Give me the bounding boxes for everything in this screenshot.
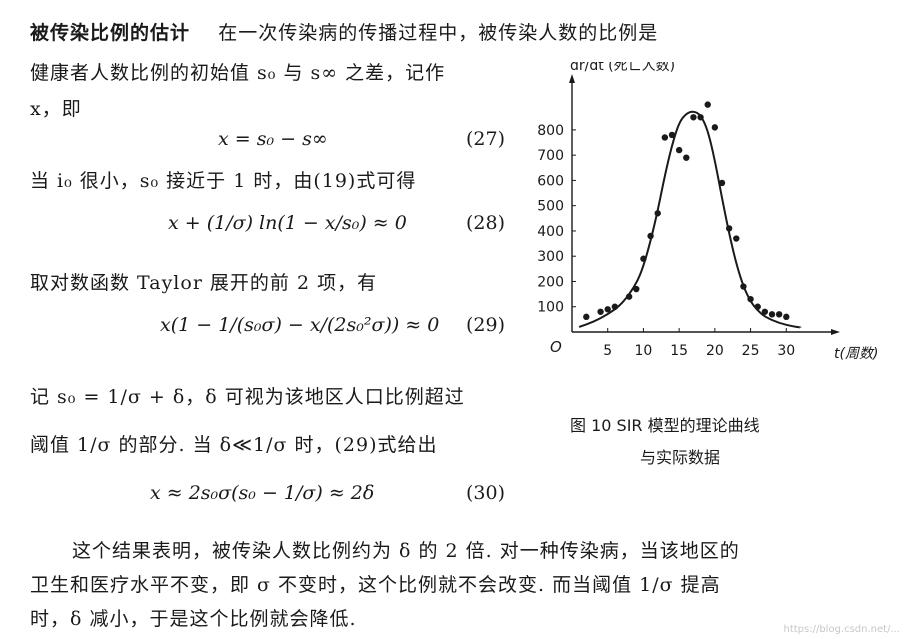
y-tick-label-500: 500 xyxy=(537,199,564,215)
sir-chart: 100 200 300 400 500 600 700 800 5 10 15 20 25 30 Odr/d… xyxy=(537,62,878,362)
data-point-1 xyxy=(597,308,604,315)
equation-27-number: (27) xyxy=(466,128,506,150)
section-title: 被传染比例的估计 xyxy=(30,22,191,44)
data-point-2 xyxy=(604,306,611,313)
y-tick-label-300: 300 xyxy=(537,249,564,265)
equation-28-number: (28) xyxy=(466,212,506,234)
data-point-14 xyxy=(697,114,704,121)
text-when-i0-small: 当 i₀ 很小，s₀ 接近于 1 时，由(19)式可得 xyxy=(30,170,417,192)
intro-line-1-text: 在一次传染病的传播过程中，被传染人数的比例是 xyxy=(218,22,659,44)
equation-30: x ≈ 2s₀σ(s₀ − 1/σ) ≈ 2δ xyxy=(150,482,375,504)
conclusion-line-3: 时，δ 减小，于是这个比例就会降低. xyxy=(30,608,357,630)
data-point-25 xyxy=(775,311,783,318)
data-point-17 xyxy=(718,179,726,187)
data-point-6 xyxy=(640,255,647,262)
data-point-11 xyxy=(675,146,683,154)
chart-axes xyxy=(569,74,840,335)
text-define-s0: 记 s₀ = 1/σ + δ，δ 可视为该地区人口比例超过 xyxy=(30,386,465,408)
data-point-4 xyxy=(625,293,633,300)
data-point-5 xyxy=(633,285,640,293)
y-tick-label-400: 400 xyxy=(537,224,564,240)
data-point-18 xyxy=(725,225,733,232)
data-point-19 xyxy=(733,235,740,242)
data-point-20 xyxy=(740,283,747,290)
y-tick-label-200: 200 xyxy=(537,274,564,290)
equation-29-number: (29) xyxy=(466,314,506,336)
text-threshold: 阈值 1/σ 的部分. 当 δ≪1/σ 时，(29)式给出 xyxy=(30,434,438,456)
y-axis-arrow xyxy=(569,74,575,83)
chart-curve xyxy=(578,110,802,329)
y-tick-label-800: 800 xyxy=(537,123,564,139)
x-tick-label-30: 30 xyxy=(777,343,795,359)
y-tick-label-600: 600 xyxy=(537,173,564,189)
x-axis-arrow xyxy=(831,329,840,335)
intro-line-1: 被传染比例的估计 在一次传染病的传播过程中，被传染人数的比例是 xyxy=(30,18,658,45)
data-point-0 xyxy=(583,313,590,321)
y-tick-label-700: 700 xyxy=(537,148,564,164)
x-axis-label: t(周数) xyxy=(834,346,878,362)
watermark: https://blog.csdn.net/... xyxy=(783,624,900,635)
data-point-15 xyxy=(704,101,711,108)
x-tick-label-5: 5 xyxy=(603,343,612,359)
data-point-12 xyxy=(683,154,690,161)
data-point-16 xyxy=(711,124,719,131)
chart-labels: 100 200 300 400 500 600 700 800 5 10 15 20 25 30 Odr/d… xyxy=(537,62,878,362)
chart-points xyxy=(583,101,790,321)
equation-27: x = s₀ − s∞ xyxy=(218,128,328,150)
y-axis-label: dr/dt (死亡人数) xyxy=(570,62,675,74)
x-tick-label-10: 10 xyxy=(635,343,653,359)
conclusion-line-2: 卫生和医疗水平不变，即 σ 不变时，这个比例就不会改变. 而当阈值 1/σ 提高 xyxy=(30,574,721,596)
origin-label: O xyxy=(550,338,562,356)
theory-curve xyxy=(578,110,802,329)
data-point-26 xyxy=(783,313,790,321)
x-tick-label-25: 25 xyxy=(742,343,760,359)
data-point-21 xyxy=(747,295,754,303)
data-point-10 xyxy=(668,131,676,139)
data-point-8 xyxy=(654,210,661,217)
figure-caption-line-2: 与实际数据 xyxy=(640,448,721,467)
intro-line-2: 健康者人数比例的初始值 s₀ 与 s∞ 之差，记作 xyxy=(30,62,446,84)
data-point-9 xyxy=(661,134,669,141)
conclusion-line-1: 这个结果表明，被传染人数比例约为 δ 的 2 倍. 对一种传染病，当该地区的 xyxy=(72,540,740,562)
data-point-24 xyxy=(768,311,776,318)
equation-29: x(1 − 1/(s₀σ) − x/(2s₀²σ)) ≈ 0 xyxy=(160,314,440,336)
data-point-3 xyxy=(611,303,619,310)
x-tick-label-20: 20 xyxy=(706,343,724,359)
data-point-23 xyxy=(761,308,769,315)
x-tick-label-15: 15 xyxy=(670,343,688,359)
intro-line-3: x，即 xyxy=(30,98,82,120)
text-taylor: 取对数函数 Taylor 展开的前 2 项，有 xyxy=(30,272,378,294)
data-point-7 xyxy=(647,232,654,240)
equation-28: x + (1/σ) ln(1 − x/s₀) ≈ 0 xyxy=(168,212,407,234)
figure-caption-line-1: 图 10 SIR 模型的理论曲线 xyxy=(570,416,760,435)
equation-30-number: (30) xyxy=(466,482,506,504)
data-point-13 xyxy=(690,114,697,121)
data-point-22 xyxy=(754,303,761,310)
y-tick-label-100: 100 xyxy=(537,300,564,316)
